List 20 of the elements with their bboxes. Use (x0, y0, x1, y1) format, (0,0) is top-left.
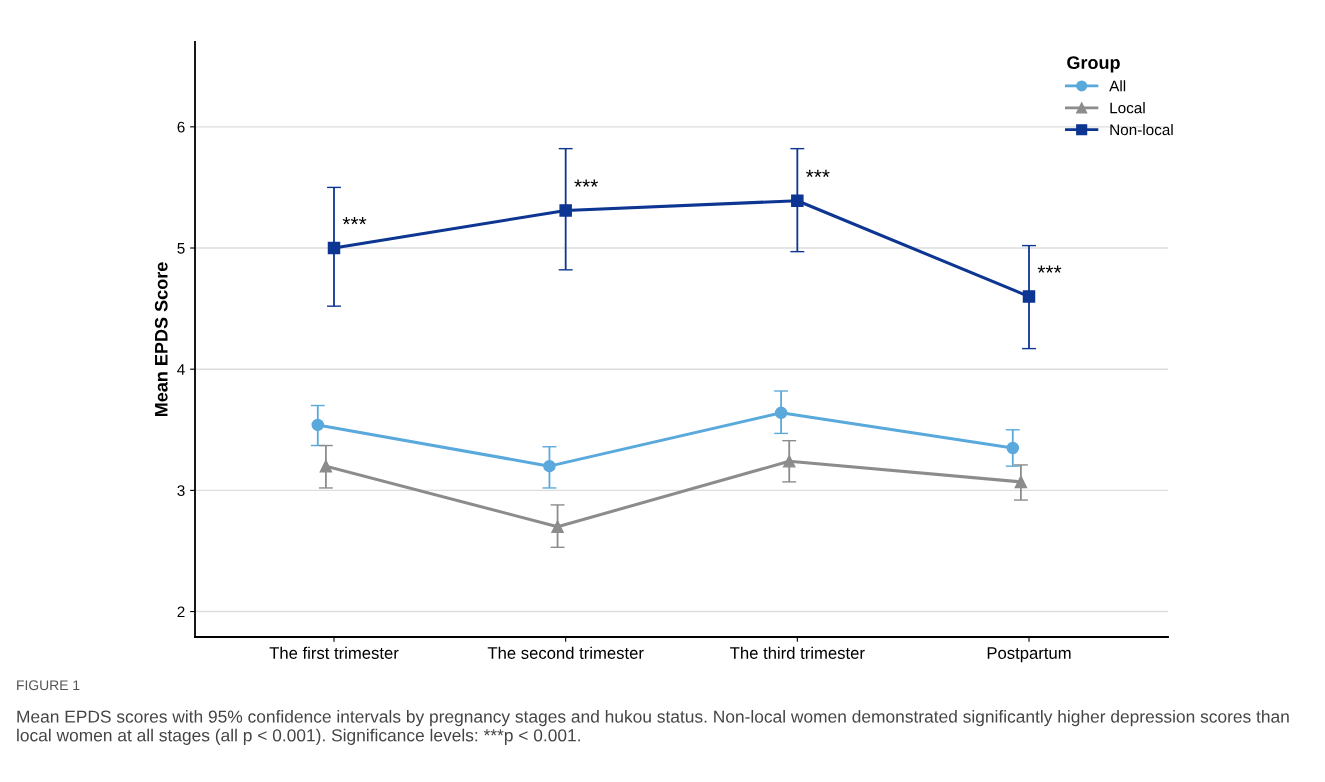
y-tick-label: 5 (177, 243, 185, 254)
annotation: *** (806, 169, 830, 178)
annotation: *** (1037, 265, 1062, 273)
annotation: *** (574, 179, 598, 187)
caption: FIGURE 1 (17, 680, 80, 691)
annotation: *** (342, 217, 367, 225)
legend-label: All (1109, 80, 1126, 92)
y-tick-label: 4 (177, 364, 185, 375)
y-tick-label: 6 (177, 121, 185, 133)
y-tick-label: 2 (177, 606, 185, 618)
x-tick-label: Postpartum (987, 647, 1071, 663)
y-axis-title: Mean EPDS Score (154, 262, 168, 417)
y-tick-label: 3 (177, 485, 185, 497)
x-tick-label: The first trimester (269, 646, 399, 659)
x-tick-label: The second trimester (487, 646, 644, 659)
x-tick-label: The third trimester (730, 646, 865, 659)
legend-label: Local (1110, 102, 1145, 114)
legend-title: Group (1067, 56, 1120, 73)
legend-label: Non-local (1110, 123, 1173, 136)
text: Mean EPDS scores with 95% confidence intervals by pregnancy stages and hukou status. Non-local women demonstrated significantly higher depression scores than local women at all stages (all p < 0.001). Significance levels: ***p < 0.001. (17, 710, 1289, 745)
